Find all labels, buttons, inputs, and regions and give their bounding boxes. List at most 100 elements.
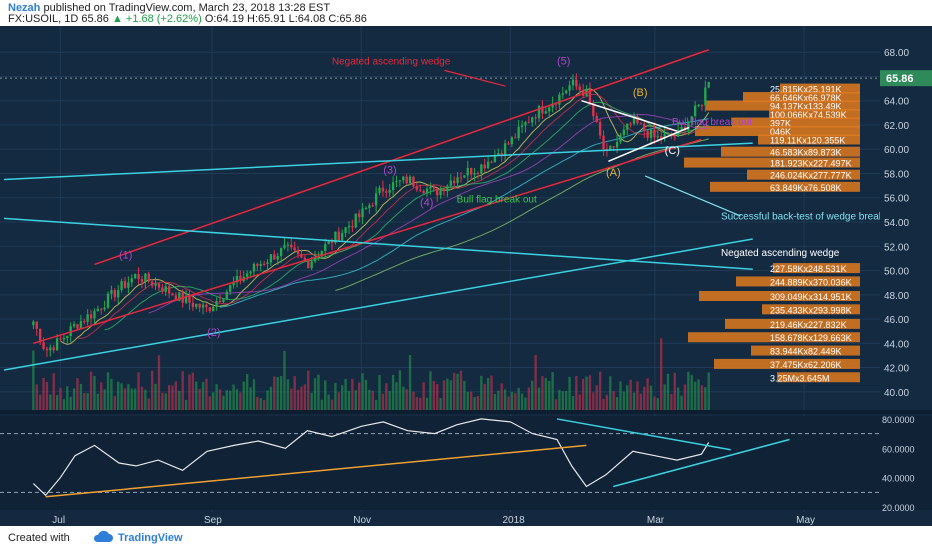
chart-area[interactable]: 25.815Kx25.191K 66.646Kx66.978K 94.137Kx13… <box>0 26 932 526</box>
rsi-tick: 20.0000 <box>882 503 915 513</box>
candle-body <box>347 226 351 228</box>
candle-body <box>459 177 463 179</box>
volume-profile-bar <box>743 92 860 103</box>
candle-body <box>534 117 537 119</box>
volume-bar <box>419 397 422 410</box>
candle-body <box>480 164 483 174</box>
candle-body <box>293 247 296 251</box>
volume-profile-label: 37.475Kx62.206K <box>770 360 842 370</box>
candle-body <box>164 286 167 292</box>
pane-divider[interactable] <box>0 410 932 414</box>
candle-body <box>663 134 666 139</box>
candle-body <box>96 308 100 312</box>
author-name[interactable]: Nezah <box>8 2 41 14</box>
volume-bar <box>595 385 598 410</box>
volume-bar <box>38 394 42 410</box>
tradingview-brand[interactable]: TradingView <box>118 532 183 544</box>
candle-body <box>395 181 398 183</box>
candle-body <box>110 290 113 294</box>
candle-body <box>568 85 571 91</box>
open-value: O:64.19 <box>204 13 244 25</box>
candle-body <box>493 155 497 163</box>
volume-bar <box>100 382 103 410</box>
volume-bar <box>110 378 113 410</box>
volume-bar <box>191 372 195 410</box>
volume-bars <box>32 338 710 410</box>
moving-average-line <box>77 93 710 339</box>
candle-body <box>402 176 405 181</box>
volume-bar <box>619 381 622 410</box>
volume-profile-bar <box>688 332 860 343</box>
candle-body <box>290 244 293 248</box>
candle-body <box>531 117 534 123</box>
volume-profile-bar <box>721 146 860 157</box>
volume-bar <box>466 392 469 410</box>
candle-body <box>541 106 544 114</box>
volume-bar <box>700 385 704 410</box>
candle-body <box>167 286 171 294</box>
volume-profile-label: 246.024Kx277.777K <box>770 171 852 181</box>
volume-bar <box>391 374 395 410</box>
candle-body <box>442 188 446 192</box>
candle-body <box>127 282 130 288</box>
time-tick: Jul <box>52 515 65 526</box>
moving-average-line <box>219 118 709 308</box>
volume-bar <box>575 376 578 410</box>
volume-bar <box>286 379 290 410</box>
price-axis[interactable]: 68.0066.0064.0062.0060.0058.0056.0054.00… <box>880 26 932 410</box>
volume-profile-label: 244.889Kx370.036K <box>770 277 852 287</box>
candle-body <box>595 115 598 122</box>
volume-bar <box>687 371 690 410</box>
candle-body <box>215 300 218 307</box>
volume-bar <box>171 385 174 410</box>
volume-bar <box>49 394 52 410</box>
volume-bar <box>564 391 568 410</box>
candle-body <box>704 87 707 106</box>
chart-svg[interactable]: 25.815Kx25.191K66.646Kx66.978K94.137Kx13… <box>0 26 932 526</box>
volume-profile-label: 227.58Kx248.531K <box>770 264 847 274</box>
candle-body <box>687 122 690 131</box>
volume-bar <box>157 355 161 410</box>
candle-body <box>100 308 103 310</box>
volume-bar <box>432 381 436 410</box>
volume-profile-bar <box>773 263 860 274</box>
candle-body <box>49 347 52 351</box>
candle-body <box>72 324 76 327</box>
volume-bar <box>337 392 340 410</box>
volume-bar <box>548 380 551 410</box>
candle-body <box>120 281 123 291</box>
volume-bar <box>45 382 49 410</box>
volume-bar <box>544 378 547 410</box>
volume-bar <box>317 374 320 410</box>
rsi-tick: 40.0000 <box>882 474 915 484</box>
candle-body <box>133 274 137 279</box>
price-tick: 56.00 <box>884 194 909 205</box>
rsi-tick: 60.0000 <box>882 444 915 454</box>
volume-bar <box>32 350 35 410</box>
candle-body <box>283 244 286 248</box>
volume-bar <box>123 388 127 410</box>
volume-bar <box>483 383 486 410</box>
candle-body <box>422 190 425 194</box>
volume-bar <box>222 395 225 410</box>
candle-body <box>473 172 476 175</box>
publish-line: Nezah published on TradingView.com, Marc… <box>8 2 330 14</box>
volume-bar <box>571 395 575 410</box>
volume-bar <box>307 370 310 410</box>
candle-body <box>405 176 408 184</box>
candle-body <box>32 321 35 326</box>
candle-body <box>198 303 201 308</box>
candle-body <box>361 208 364 218</box>
time-axis[interactable]: Jul Sep Nov 2018 Mar May <box>52 515 815 526</box>
volume-bar <box>663 384 666 410</box>
candle-body <box>632 116 636 124</box>
candle-body <box>524 122 527 126</box>
volume-bar <box>649 385 653 410</box>
volume-bar <box>93 375 96 410</box>
volume-bar <box>117 381 120 410</box>
volume-profile-label: 94.137Kx133.49K <box>770 102 842 112</box>
volume-bar <box>425 397 429 410</box>
candle-body <box>673 136 676 138</box>
volume-bar <box>673 372 676 410</box>
candle-body <box>117 290 120 298</box>
